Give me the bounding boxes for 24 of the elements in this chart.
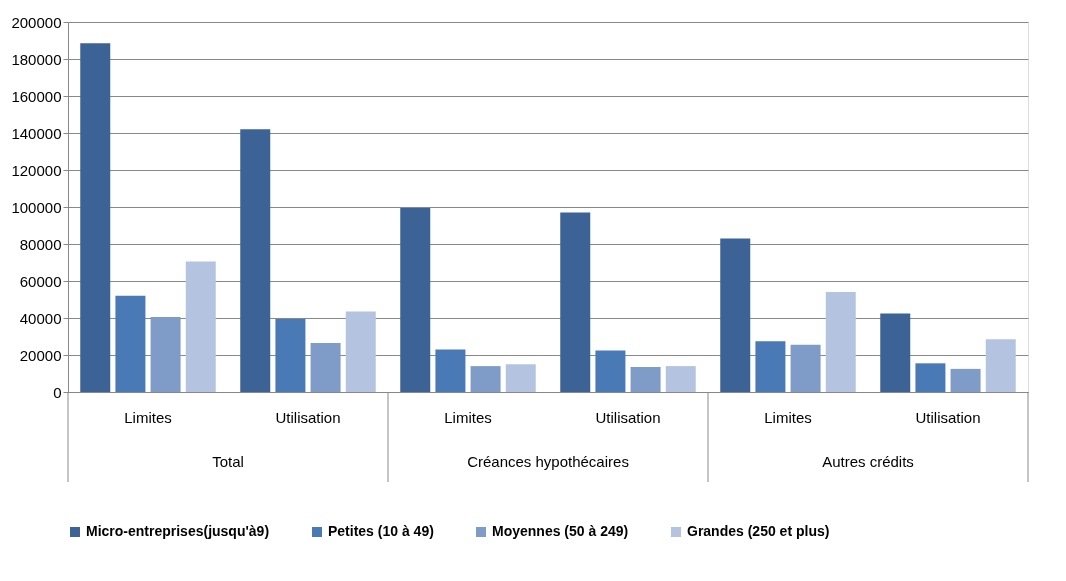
text: Autres crédits [822,453,914,470]
x-tick-label: Limites [764,408,812,426]
x-tick-label: Limites [124,408,172,426]
legend-label: Grandes (250 et plus) [687,523,830,539]
text: Total [212,453,244,470]
y-tick-label: 200000 [11,13,62,31]
x-tick-label: Utilisation [275,408,341,426]
y-tick-label: 120000 [11,161,62,179]
legend-label: Moyennes (50 à 249) [492,523,629,539]
y-tick-label: 140000 [11,124,62,142]
y-tick-label: 20000 [19,346,62,364]
y-tick-label: 100000 [11,198,62,216]
legend-label: Micro-entreprises(jusqu'à9) [86,523,270,539]
x-tick-label: Limites [444,408,492,426]
text: Créances hypothécaires [467,453,629,470]
y-tick-label: 80000 [19,235,62,253]
y-tick-label: 160000 [11,87,62,105]
y-tick-label: 180000 [11,50,62,68]
y-tick-label: 0 [53,383,62,401]
legend-label: Petites (10 à 49) [328,523,434,539]
x-tick-label: Utilisation [915,408,981,426]
y-tick-label: 40000 [19,309,62,327]
x-tick-label: Utilisation [595,408,661,426]
y-tick-label: 60000 [19,272,62,290]
